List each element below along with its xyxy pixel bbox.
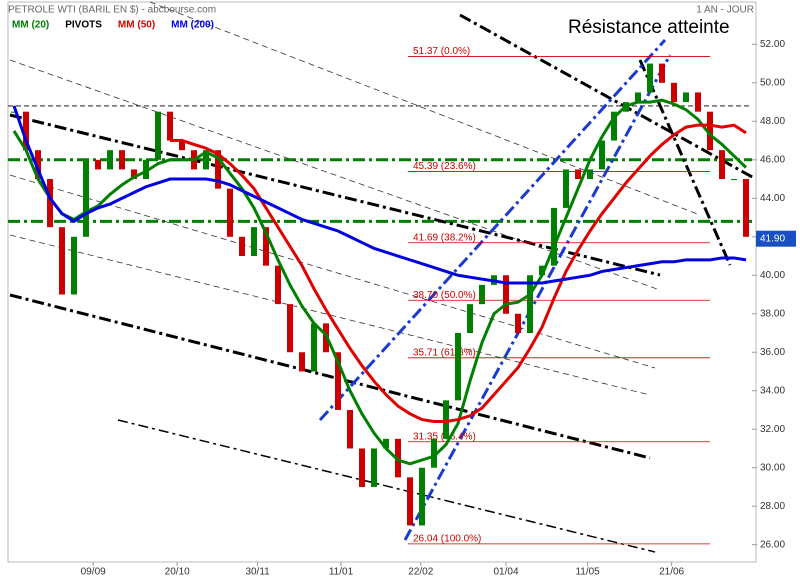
candle xyxy=(635,92,641,103)
candle xyxy=(383,438,389,449)
legend-entry: MM (50) xyxy=(118,20,155,31)
candle xyxy=(539,265,545,276)
y-tick-label: 40.00 xyxy=(760,270,785,281)
candle xyxy=(311,323,317,372)
candle xyxy=(359,448,365,487)
candle xyxy=(659,63,665,83)
candle xyxy=(119,150,125,170)
candle xyxy=(35,150,41,180)
candle xyxy=(407,477,413,526)
candle xyxy=(671,82,677,103)
candle xyxy=(587,169,593,180)
x-tick-label: 01/04 xyxy=(493,567,518,578)
candle xyxy=(179,140,185,151)
candle xyxy=(239,236,245,257)
x-tick-label: 11/01 xyxy=(329,567,354,578)
candle xyxy=(71,236,77,295)
y-tick-label: 38.00 xyxy=(760,308,785,319)
moving-average xyxy=(12,105,747,285)
candle xyxy=(299,352,305,372)
candle xyxy=(251,227,257,257)
candle xyxy=(599,140,605,170)
y-tick-label: 32.00 xyxy=(760,424,785,435)
candle xyxy=(527,275,533,333)
candle xyxy=(215,150,221,189)
candle xyxy=(443,400,449,439)
y-tick-label: 46.00 xyxy=(760,154,785,165)
fib-label: 41.69 (38.2%) xyxy=(413,232,476,243)
candle xyxy=(47,179,53,228)
candle xyxy=(131,169,137,180)
y-tick-label: 48.00 xyxy=(760,116,785,127)
candle xyxy=(23,111,29,151)
fib-label: 26.04 (100.0%) xyxy=(413,534,481,545)
fib-label: 38.70 (50.0%) xyxy=(413,290,476,301)
candle xyxy=(719,150,725,180)
fib-label: 51.37 (0.0%) xyxy=(413,46,470,57)
y-tick-label: 44.00 xyxy=(760,193,785,204)
candle xyxy=(479,284,485,305)
plot-frame xyxy=(7,1,757,563)
x-tick-label: 11/05 xyxy=(575,567,600,578)
last-price-box xyxy=(756,230,796,247)
candle xyxy=(371,448,377,487)
x-tick-label: 20/10 xyxy=(165,567,190,578)
candle xyxy=(335,352,341,410)
legend-entry: PIVOTS xyxy=(65,20,102,31)
candle xyxy=(11,111,17,113)
candle xyxy=(155,111,161,160)
candle xyxy=(563,169,569,208)
x-tick-label: 22/02 xyxy=(408,567,433,578)
y-tick-label: 26.00 xyxy=(760,539,785,550)
candle xyxy=(263,227,269,266)
y-tick-label: 36.00 xyxy=(760,347,785,358)
chart-title: PETROLE WTI (BARIL EN $) - abcbourse.com xyxy=(8,5,216,16)
y-tick-label: 30.00 xyxy=(760,462,785,473)
last-price-label: 41.90 xyxy=(760,233,785,244)
candle xyxy=(143,159,149,180)
candle xyxy=(167,111,173,141)
candle xyxy=(83,159,89,237)
y-tick-label: 50.00 xyxy=(760,77,785,88)
fib-label: 35.71 (61.8%) xyxy=(413,347,476,358)
fib-label: 45.39 (23.6%) xyxy=(413,161,476,172)
candle xyxy=(575,169,581,180)
candle xyxy=(107,150,113,170)
candle xyxy=(683,92,689,103)
x-tick-label: 09/09 xyxy=(81,567,106,578)
candle xyxy=(455,332,461,401)
candle xyxy=(731,179,737,181)
candle xyxy=(95,159,101,170)
x-tick-label: 30/11 xyxy=(245,567,270,578)
candle xyxy=(275,265,281,305)
legend-entry: MM (200) xyxy=(171,20,214,31)
candle xyxy=(59,227,65,295)
y-tick-label: 52.00 xyxy=(760,39,785,50)
candle xyxy=(203,150,209,170)
y-tick-label: 34.00 xyxy=(760,385,785,396)
moving-average xyxy=(12,98,748,466)
candle xyxy=(647,63,653,93)
candle xyxy=(707,111,713,151)
candle xyxy=(611,111,617,141)
annotation: Résistance atteinte xyxy=(568,17,730,38)
moving-average xyxy=(170,123,747,424)
y-tick-label: 28.00 xyxy=(760,501,785,512)
legend-entry: MM (20) xyxy=(12,20,49,31)
x-tick-label: 21/06 xyxy=(659,567,684,578)
period: 1 AN - JOUR xyxy=(696,5,754,16)
candle xyxy=(347,409,353,449)
candle xyxy=(695,92,701,112)
candle xyxy=(743,179,749,237)
candle xyxy=(503,275,509,314)
candle xyxy=(287,304,293,353)
candle xyxy=(515,313,521,333)
candle xyxy=(431,438,437,468)
candle xyxy=(551,207,557,266)
candle xyxy=(227,188,233,237)
candle xyxy=(467,304,473,333)
candle xyxy=(419,467,425,526)
